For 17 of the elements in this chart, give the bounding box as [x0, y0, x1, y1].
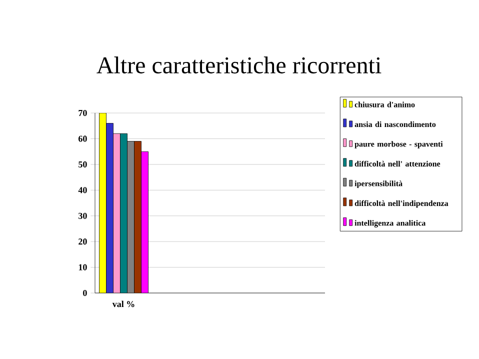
y-tick-label: 60: [78, 136, 87, 142]
legend-label: chiusura d'animo: [354, 102, 415, 108]
legend-label: intelligenza analitica: [354, 220, 426, 228]
y-tick-label: 10: [78, 264, 87, 270]
legend-label: ipersensibilità: [354, 180, 402, 188]
y-tick-label: 40: [78, 187, 87, 194]
chart-title: Altre caratteristiche ricorrenti: [96, 56, 382, 74]
legend-label: difficoltà nell' attenzione: [354, 160, 440, 167]
legend-label: ansia di nascondimento: [354, 121, 436, 128]
y-tick-label: 0: [83, 290, 87, 296]
y-tick-label: 70: [78, 110, 87, 116]
y-tick-label: 20: [78, 238, 87, 245]
y-tick-label: 50: [78, 161, 87, 168]
legend-label: difficoltà nell'indipendenza: [354, 200, 448, 208]
legend-label: paure morbose - spaventi: [354, 141, 443, 148]
x-tick-label: val %: [112, 300, 134, 308]
y-tick-label: 30: [78, 212, 87, 219]
